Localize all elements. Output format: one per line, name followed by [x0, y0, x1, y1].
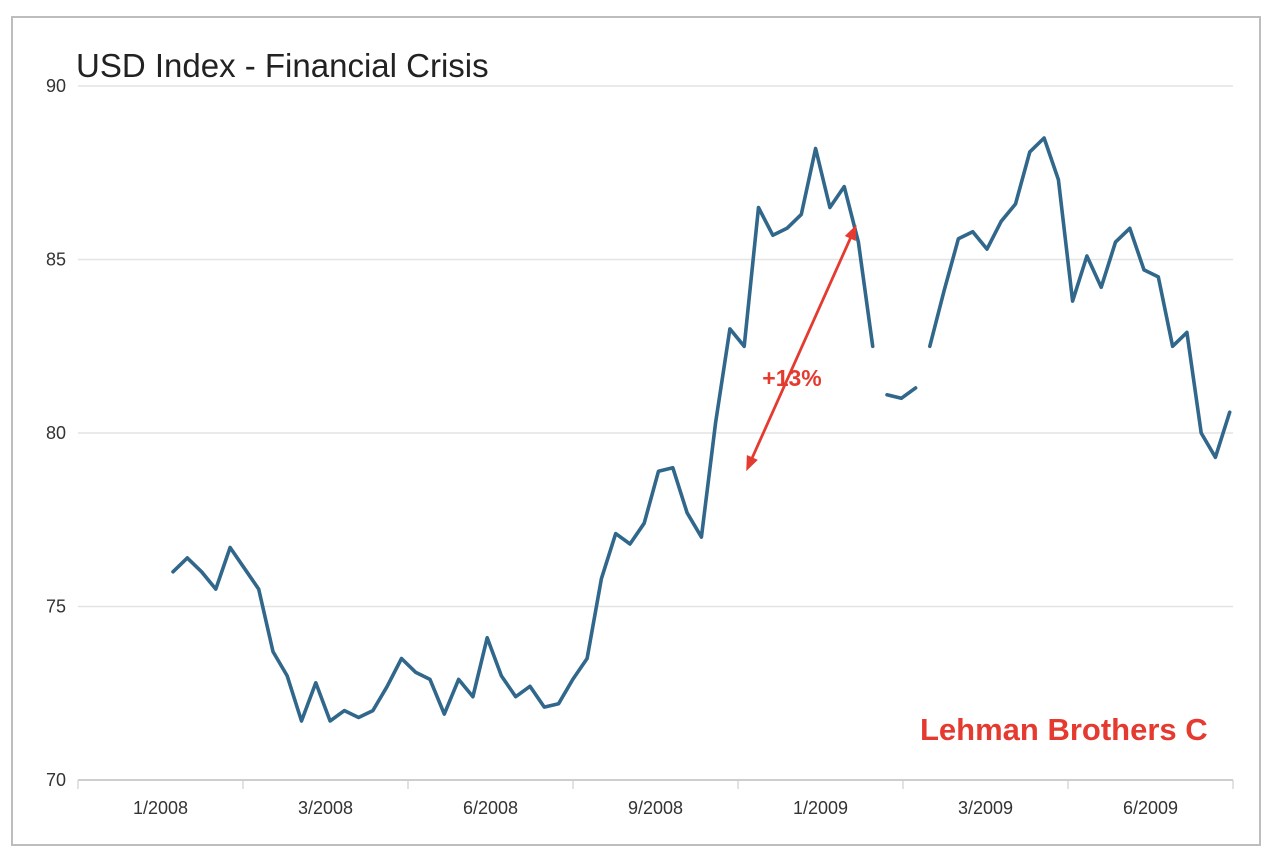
change-percent-label: +13%	[762, 365, 821, 391]
axis-layer: 70 75 80 85 90 1/2008 3/2008 6/2008 9/2008 1/2009…	[46, 76, 1234, 818]
y-tick-label: 90	[46, 76, 66, 96]
y-tick-label: 70	[46, 770, 66, 790]
y-tick-label: 80	[46, 423, 66, 443]
event-label: Lehman Brothers C	[920, 712, 1208, 747]
x-tick-label: 1/2008	[133, 798, 188, 818]
x-tick-label: 1/2009	[793, 798, 848, 818]
y-tick-label: 75	[46, 597, 66, 617]
change-arrow-head-bottom	[746, 455, 758, 472]
y-tick-label: 85	[46, 250, 66, 270]
x-tick-label: 3/2008	[298, 798, 353, 818]
x-tick-label: 3/2009	[958, 798, 1013, 818]
series-line-segment	[171, 146, 875, 723]
series-layer	[171, 136, 1232, 723]
chart-title: USD Index - Financial Crisis	[76, 47, 489, 84]
change-arrow-head-top	[844, 224, 857, 241]
x-tick-label: 6/2009	[1123, 798, 1178, 818]
change-arrow	[750, 236, 853, 460]
x-tick-label: 6/2008	[463, 798, 518, 818]
grid-layer	[78, 85, 1233, 781]
chart-frame	[11, 16, 1261, 846]
x-tick-label: 9/2008	[628, 798, 683, 818]
series-line-segment	[885, 386, 918, 401]
series-line-segment	[927, 136, 1232, 460]
annotation-layer: +13% Lehman Brothers C	[746, 224, 1208, 747]
